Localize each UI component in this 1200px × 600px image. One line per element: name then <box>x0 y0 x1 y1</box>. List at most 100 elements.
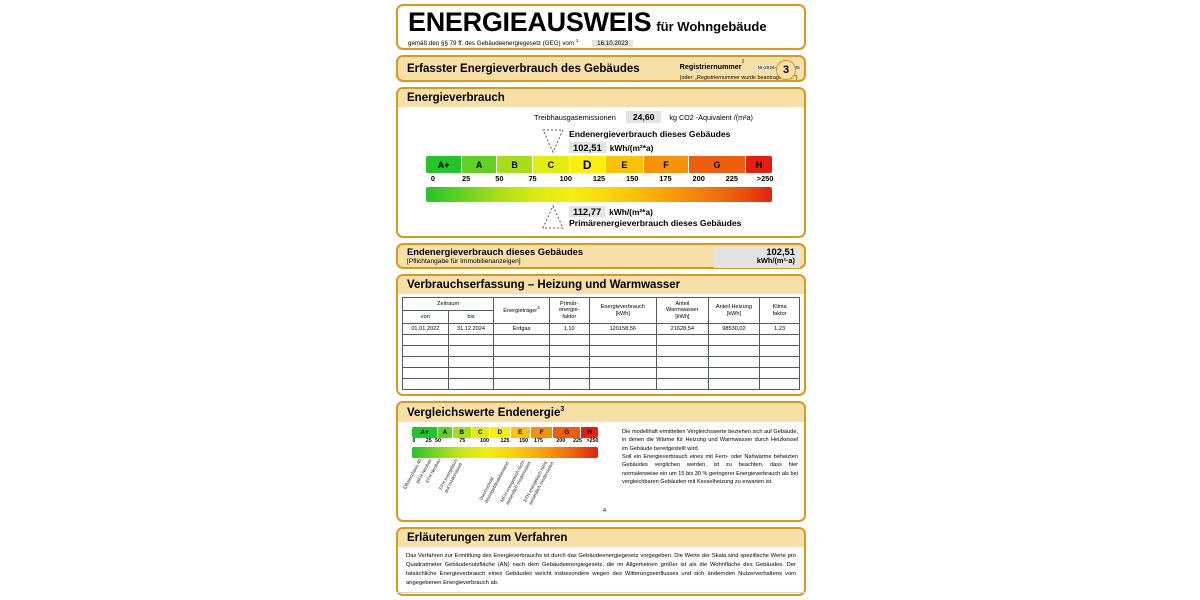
final-energy-callout-text: Endenergieverbrauch dieses Gebäudes 102,… <box>569 129 730 154</box>
energy-scale-tick: 100 <box>559 174 572 183</box>
final-energy-value-line: 102,51 kWh/(m²*a) <box>569 141 730 154</box>
comparison-scale-bar: A+ A B C D E F G H <box>412 426 598 438</box>
energy-scale-bar: A+ A B C D E F G H <box>426 156 772 173</box>
table-cell-empty <box>402 356 449 368</box>
greenhouse-gas-label: Treibhausgasemissionen <box>534 112 616 122</box>
table-cell-empty <box>447 345 495 357</box>
energy-class-H: H <box>746 156 772 173</box>
energy-class-E: E <box>605 156 644 173</box>
table-cell-empty <box>656 378 709 390</box>
comparison-body: A+ A B C D E F G H 0 25 50 75 100 125 150 175 200 225 >250… <box>398 422 804 520</box>
explanations-text: Das Verfahren zur Ermittlung des Energie… <box>406 552 796 586</box>
table-cell-empty <box>759 356 800 368</box>
comparison-heading: Vergleichswerte Endenergie3 <box>398 403 804 422</box>
table-row-empty <box>402 345 800 357</box>
td-climate-factor: 1,23 <box>759 323 800 335</box>
energy-scale-tick: 25 <box>462 174 471 183</box>
table-cell-empty <box>656 356 709 368</box>
final-energy-value: 102,51 <box>569 142 606 153</box>
td-from: 01.01.2022 <box>402 323 449 335</box>
table-cell-empty <box>707 356 761 368</box>
energy-scale-tick: 150 <box>626 174 639 183</box>
marker-pin-icon <box>541 128 565 154</box>
explanations-section: Erläuterungen zum Verfahren Das Verfahre… <box>396 526 806 596</box>
explanations-heading: Erläuterungen zum Verfahren <box>398 528 804 547</box>
energy-scale-ticks: 0 25 50 75 100 125 150 175 200 225 >250 <box>426 174 774 186</box>
comparison-scale-gradient <box>412 446 598 458</box>
energy-scale-tick: 0 <box>430 174 435 183</box>
energy-class-C: C <box>533 156 570 173</box>
consumption-table-heading: Verbrauchserfassung – Heizung und Warmwa… <box>398 276 804 294</box>
title-box: ENERGIEAUSWEIS für Wohngebäude gemäß den … <box>396 4 806 50</box>
primary-energy-callout: 112,77 kWh/(m²*a) Primärenergieverbrauch … <box>404 204 798 230</box>
table-cell-empty <box>588 356 658 368</box>
table-cell-empty <box>447 356 495 368</box>
greenhouse-gas-value: 24,60 <box>625 111 662 123</box>
table-cell-empty <box>402 334 449 346</box>
registration-footnote-marker: 2 <box>741 59 745 65</box>
table-cell-empty <box>402 367 449 379</box>
consumption-table-header-row-1: Zeitraum Energieträger2 Primär- energie-… <box>401 297 800 324</box>
page-bottom-rule <box>396 592 806 593</box>
table-cell-empty <box>707 378 761 390</box>
table-cell-empty <box>759 378 800 390</box>
th-climate-factor: Klima faktor <box>759 297 800 324</box>
th-heating-share: Anteil Heizung [kWh] <box>707 297 761 324</box>
registration-label: Registriernummer <box>679 62 742 72</box>
primary-energy-value: 112,77 <box>569 206 606 217</box>
td-primary-factor: 1,10 <box>548 323 590 335</box>
comparison-scale-tick: 175 <box>533 437 543 444</box>
comparison-scale-tick: 200 <box>556 437 566 444</box>
consumption-table-head: Zeitraum Energieträger2 Primär- energie-… <box>401 297 800 324</box>
th-from: von <box>402 310 449 324</box>
energy-class-B: B <box>496 156 534 173</box>
table-cell-empty <box>493 356 550 368</box>
table-cell-empty <box>447 334 495 346</box>
comparison-class-E: E <box>510 426 531 438</box>
th-primary-factor: Primär- energie- faktor <box>548 297 590 324</box>
legal-footnote-marker: 1 <box>575 39 579 44</box>
comparison-scale-tick: 75 <box>459 437 466 444</box>
primary-energy-unit: kWh/(m²*a) <box>609 207 653 217</box>
energy-consumption-heading: Energieverbrauch <box>398 89 804 107</box>
table-cell-empty <box>588 367 658 379</box>
td-consumption: 120158,56 <box>588 323 658 335</box>
page-subtitle: für Wohngebäude <box>656 19 767 34</box>
table-cell-empty <box>588 378 658 390</box>
th-energy-source-label: Energieträger <box>503 308 538 315</box>
comparison-class-H: H <box>581 426 598 438</box>
comparison-scale-ticks: 0 25 50 75 100 125 150 175 200 225 >250 <box>412 438 598 447</box>
energy-class-A: A <box>462 156 497 173</box>
comparison-section: Vergleichswerte Endenergie3 A+ A B C D E F G H 0… <box>396 401 806 522</box>
comparison-class-F: F <box>531 426 554 438</box>
energy-scale: A+ A B C D E F G H 0 25 50 75 100 125 150 175 200 225 >250 <box>426 156 774 202</box>
table-cell-empty <box>447 367 495 379</box>
table-cell-empty <box>548 334 590 346</box>
comparison-class-B: B <box>452 426 472 438</box>
table-cell-empty <box>447 378 495 390</box>
comparison-class-G: G <box>553 426 582 438</box>
mandatory-disclosure-value: 102,51 <box>766 246 795 257</box>
legal-text: gemäß den §§ 79 ff. des Gebäudeenergiege… <box>408 40 575 48</box>
comparison-reference-markers: Effizienzhaus 40 MFH Neubau EFH Neubau EFH … <box>402 458 612 516</box>
table-cell-empty <box>588 345 658 357</box>
table-cell-empty <box>707 334 761 346</box>
marker-pin-up-icon <box>541 204 565 230</box>
mandatory-disclosure-row: Endenergieverbrauch dieses Gebäudes [Pfl… <box>396 243 806 269</box>
table-cell-empty <box>493 367 550 379</box>
title-line: ENERGIEAUSWEIS für Wohngebäude <box>408 9 794 36</box>
consumption-table: Zeitraum Energieträger2 Primär- energie-… <box>401 297 800 390</box>
energy-scale-gradient <box>426 187 772 202</box>
energy-scale-tick: >250 <box>756 174 774 183</box>
table-cell-empty <box>759 334 800 346</box>
greenhouse-gas-row: Treibhausgasemissionen 24,60 kg CO2 -Äqu… <box>404 111 798 123</box>
greenhouse-gas-unit: kg CO2 -Äquivalent /(m²a) <box>669 112 753 122</box>
energy-scale-tick: 125 <box>592 174 606 183</box>
energy-scale-tick: 50 <box>495 174 504 183</box>
energy-class-G: G <box>688 156 746 173</box>
registration-alt-text: (oder: „Registriernummer wurde beantragt… <box>679 75 798 82</box>
table-cell-empty <box>707 345 761 357</box>
final-energy-unit: kWh/(m²*a) <box>609 143 654 153</box>
comparison-class-C: C <box>471 426 491 438</box>
energy-consumption-section: Energieverbrauch Treibhausgasemissionen … <box>396 87 806 238</box>
